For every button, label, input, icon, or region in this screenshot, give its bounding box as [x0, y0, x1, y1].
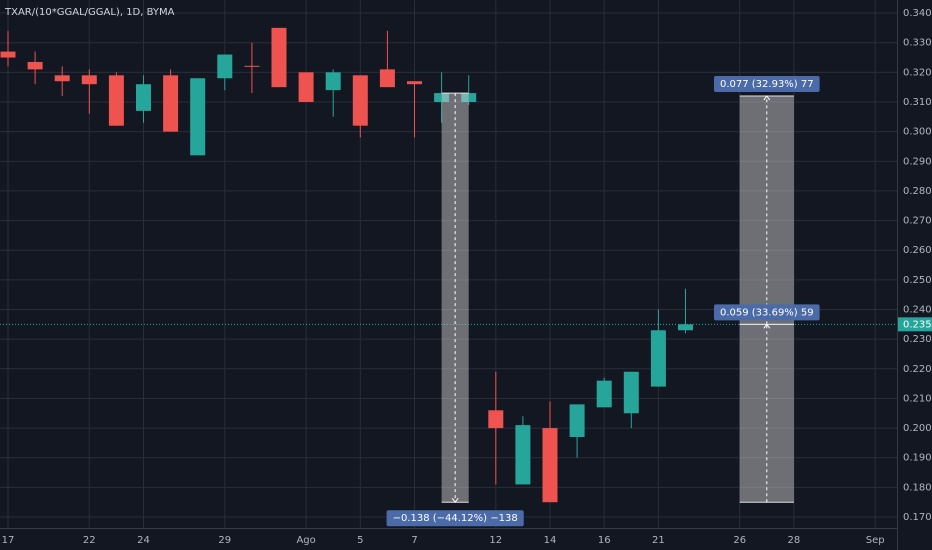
y-tick-label: 0.180 — [903, 482, 932, 493]
x-tick-label: 24 — [137, 535, 150, 546]
candle-body — [271, 27, 287, 88]
x-tick-label: 26 — [733, 535, 746, 546]
candle-body — [217, 54, 233, 79]
candle-body — [0, 51, 16, 58]
range-box — [739, 324, 794, 503]
candle-body — [81, 75, 97, 85]
candle-body — [325, 72, 341, 91]
arrow-head — [451, 497, 459, 504]
x-tick-label: 28 — [788, 535, 801, 546]
x-tick-label: Sep — [866, 535, 885, 546]
candle-body — [379, 69, 395, 88]
y-tick-label: 0.190 — [903, 453, 932, 464]
x-tick-label: 14 — [544, 535, 557, 546]
range-label: 0.059 (33.69%) 59 — [720, 307, 814, 318]
range-label-bg — [386, 510, 524, 527]
y-tick-label: 0.240 — [903, 305, 932, 316]
candle-body — [569, 404, 585, 437]
x-tick-label: 12 — [489, 535, 502, 546]
x-tick-label: 29 — [218, 535, 231, 546]
x-tick-label: 17 — [2, 535, 15, 546]
y-tick-label: 0.250 — [903, 275, 932, 286]
y-tick-label: 0.320 — [903, 67, 932, 78]
candle-body — [54, 75, 70, 82]
candle-body — [27, 61, 43, 70]
candle-body — [298, 72, 314, 102]
arrow-head — [763, 323, 771, 329]
range-label-bg — [713, 76, 820, 93]
arrow-head — [763, 95, 771, 101]
y-tick-label: 0.230 — [903, 334, 932, 345]
x-tick-label: 16 — [598, 535, 611, 546]
chart-title: TXAR/(10*GGAL/GGAL), 1D, BYMA — [4, 7, 175, 18]
candle-body — [407, 81, 422, 85]
y-tick-label: 0.270 — [903, 216, 932, 227]
y-tick-label: 0.340 — [903, 8, 932, 19]
y-tick-label: 0.220 — [903, 364, 932, 375]
candle-body — [515, 425, 531, 485]
last-price-badge — [898, 317, 932, 332]
range-label: 0.077 (32.93%) 77 — [720, 79, 814, 90]
range-label: −0.138 (−44.12%) −138 — [393, 513, 518, 524]
y-tick-label: 0.170 — [903, 512, 932, 523]
y-tick-label: 0.200 — [903, 423, 932, 434]
candle-body — [542, 428, 558, 503]
candle-body — [163, 75, 179, 132]
y-tick-label: 0.300 — [903, 127, 932, 138]
y-tick-label: 0.290 — [903, 156, 932, 167]
annotations: −0.138 (−44.12%) −138 0.077 (32.93%) 77 0.… — [386, 76, 820, 527]
candle-body — [244, 65, 260, 67]
candle-body — [623, 371, 639, 414]
x-tick-label: 5 — [357, 535, 363, 546]
x-tick-label: 21 — [652, 535, 665, 546]
x-tick-label: 22 — [83, 535, 96, 546]
candle-body — [190, 78, 206, 156]
y-tick-label: 0.210 — [903, 393, 932, 404]
last-price-label: 0.235 — [903, 319, 932, 330]
candle-body — [678, 324, 693, 331]
range-label-bg — [713, 304, 820, 321]
x-tick-label: 7 — [411, 535, 417, 546]
candle-body — [352, 75, 368, 126]
x-tick-label: Ago — [296, 535, 315, 546]
candle-body — [108, 75, 124, 126]
y-tick-label: 0.330 — [903, 38, 932, 49]
candle-body — [136, 84, 151, 111]
y-tick-label: 0.310 — [903, 97, 932, 108]
y-tick-label: 0.260 — [903, 245, 932, 256]
candle-body — [650, 330, 666, 387]
y-tick-label: 0.280 — [903, 186, 932, 197]
candle-body — [596, 380, 612, 408]
candle-body — [488, 410, 504, 429]
